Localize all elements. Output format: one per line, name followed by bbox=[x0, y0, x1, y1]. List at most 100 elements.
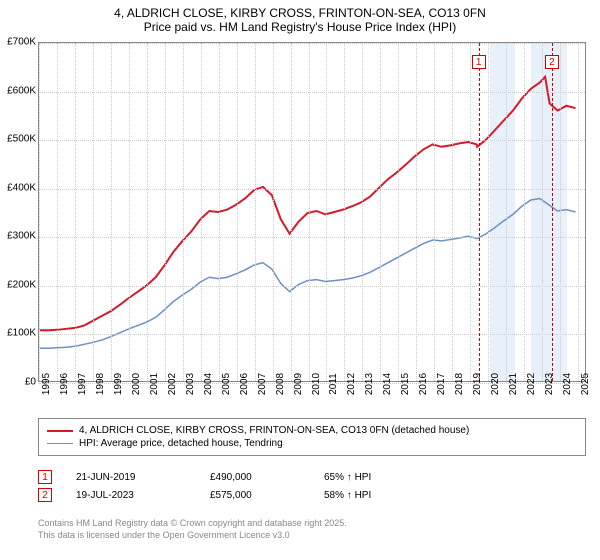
xtick-label: 2012 bbox=[346, 373, 357, 395]
legend-item: 4, ALDRICH CLOSE, KIRBY CROSS, FRINTON-O… bbox=[47, 425, 577, 436]
gridline-v bbox=[39, 43, 40, 381]
xtick-label: 1995 bbox=[41, 373, 52, 395]
xtick-label: 2006 bbox=[239, 373, 250, 395]
gridline-v bbox=[362, 43, 363, 381]
footer-attribution: Contains HM Land Registry data © Crown c… bbox=[38, 518, 347, 541]
xtick-label: 2013 bbox=[364, 373, 375, 395]
gridline-v bbox=[452, 43, 453, 381]
legend-item: HPI: Average price, detached house, Tend… bbox=[47, 438, 577, 449]
ytick-label: £600K bbox=[7, 85, 36, 96]
legend-label: 4, ALDRICH CLOSE, KIRBY CROSS, FRINTON-O… bbox=[79, 425, 469, 436]
gridline-h bbox=[39, 237, 585, 238]
chart-svg bbox=[39, 43, 585, 381]
gridline-v bbox=[416, 43, 417, 381]
xtick-label: 2003 bbox=[185, 373, 196, 395]
xtick-label: 2015 bbox=[400, 373, 411, 395]
gridline-v bbox=[219, 43, 220, 381]
title-line-1: 4, ALDRICH CLOSE, KIRBY CROSS, FRINTON-O… bbox=[10, 6, 590, 20]
xtick-label: 2004 bbox=[203, 373, 214, 395]
ytick-label: £0 bbox=[25, 377, 36, 388]
sale-marker-line bbox=[479, 43, 480, 381]
gridline-h bbox=[39, 92, 585, 93]
gridline-v bbox=[434, 43, 435, 381]
xtick-label: 2022 bbox=[526, 373, 537, 395]
xtick-label: 2019 bbox=[472, 373, 483, 395]
gridline-v bbox=[237, 43, 238, 381]
ytick-label: £300K bbox=[7, 231, 36, 242]
title-line-2: Price paid vs. HM Land Registry's House … bbox=[10, 20, 590, 34]
xtick-label: 2016 bbox=[418, 373, 429, 395]
gridline-v bbox=[165, 43, 166, 381]
legend-swatch bbox=[47, 430, 73, 432]
footer-line-1: Contains HM Land Registry data © Crown c… bbox=[38, 518, 347, 530]
gridline-v bbox=[255, 43, 256, 381]
gridline-v bbox=[183, 43, 184, 381]
sale-hpi: 65% ↑ HPI bbox=[324, 472, 424, 483]
gridline-v bbox=[93, 43, 94, 381]
ytick-label: £100K bbox=[7, 328, 36, 339]
xtick-label: 2011 bbox=[328, 373, 339, 395]
xtick-label: 1997 bbox=[77, 373, 88, 395]
xtick-label: 2014 bbox=[382, 373, 393, 395]
gridline-v bbox=[398, 43, 399, 381]
chart-legend: 4, ALDRICH CLOSE, KIRBY CROSS, FRINTON-O… bbox=[38, 418, 586, 456]
xtick-label: 2018 bbox=[454, 373, 465, 395]
gridline-v bbox=[201, 43, 202, 381]
chart-plot-area: 12 bbox=[38, 42, 586, 382]
gridline-v bbox=[273, 43, 274, 381]
gridline-v bbox=[380, 43, 381, 381]
sale-date: 21-JUN-2019 bbox=[76, 472, 186, 483]
xtick-label: 2001 bbox=[149, 373, 160, 395]
sale-marker-box: 2 bbox=[545, 55, 559, 69]
sale-price: £490,000 bbox=[210, 472, 300, 483]
gridline-v bbox=[578, 43, 579, 381]
gridline-h bbox=[39, 43, 585, 44]
ytick-label: £700K bbox=[7, 37, 36, 48]
xtick-label: 2000 bbox=[131, 373, 142, 395]
ytick-label: £400K bbox=[7, 182, 36, 193]
gridline-v bbox=[129, 43, 130, 381]
gridline-v bbox=[344, 43, 345, 381]
gridline-v bbox=[560, 43, 561, 381]
gridline-v bbox=[470, 43, 471, 381]
legend-label: HPI: Average price, detached house, Tend… bbox=[79, 438, 283, 449]
sale-row: 2 19-JUL-2023 £575,000 58% ↑ HPI bbox=[38, 488, 586, 502]
sale-hpi: 58% ↑ HPI bbox=[324, 490, 424, 501]
xtick-label: 2009 bbox=[293, 373, 304, 395]
gridline-v bbox=[326, 43, 327, 381]
xtick-label: 2010 bbox=[311, 373, 322, 395]
xtick-label: 1998 bbox=[95, 373, 106, 395]
legend-swatch bbox=[47, 443, 73, 444]
gridline-h bbox=[39, 140, 585, 141]
xtick-label: 1999 bbox=[113, 373, 124, 395]
xtick-label: 2017 bbox=[436, 373, 447, 395]
sale-row-marker: 2 bbox=[38, 488, 52, 502]
sale-marker-line bbox=[552, 43, 553, 381]
gridline-h bbox=[39, 286, 585, 287]
gridline-v bbox=[506, 43, 507, 381]
gridline-v bbox=[524, 43, 525, 381]
xtick-label: 2021 bbox=[508, 373, 519, 395]
xtick-label: 1996 bbox=[59, 373, 70, 395]
xtick-label: 2020 bbox=[490, 373, 501, 395]
xtick-label: 2008 bbox=[275, 373, 286, 395]
gridline-v bbox=[111, 43, 112, 381]
gridline-v bbox=[309, 43, 310, 381]
xtick-label: 2024 bbox=[562, 373, 573, 395]
gridline-v bbox=[57, 43, 58, 381]
xtick-label: 2007 bbox=[257, 373, 268, 395]
sale-date: 19-JUL-2023 bbox=[76, 490, 186, 501]
sale-row: 121-JUN-2019£490,00065% ↑ HPI bbox=[38, 470, 586, 484]
gridline-v bbox=[75, 43, 76, 381]
xtick-label: 2002 bbox=[167, 373, 178, 395]
xtick-label: 2005 bbox=[221, 373, 232, 395]
footer-line-2: This data is licensed under the Open Gov… bbox=[38, 530, 347, 542]
xtick-label: 2025 bbox=[580, 373, 591, 395]
gridline-v bbox=[291, 43, 292, 381]
gridline-v bbox=[542, 43, 543, 381]
gridline-v bbox=[488, 43, 489, 381]
sale-price: £575,000 bbox=[210, 490, 300, 501]
chart-title: 4, ALDRICH CLOSE, KIRBY CROSS, FRINTON-O… bbox=[0, 0, 600, 36]
gridline-h bbox=[39, 334, 585, 335]
gridline-h bbox=[39, 189, 585, 190]
